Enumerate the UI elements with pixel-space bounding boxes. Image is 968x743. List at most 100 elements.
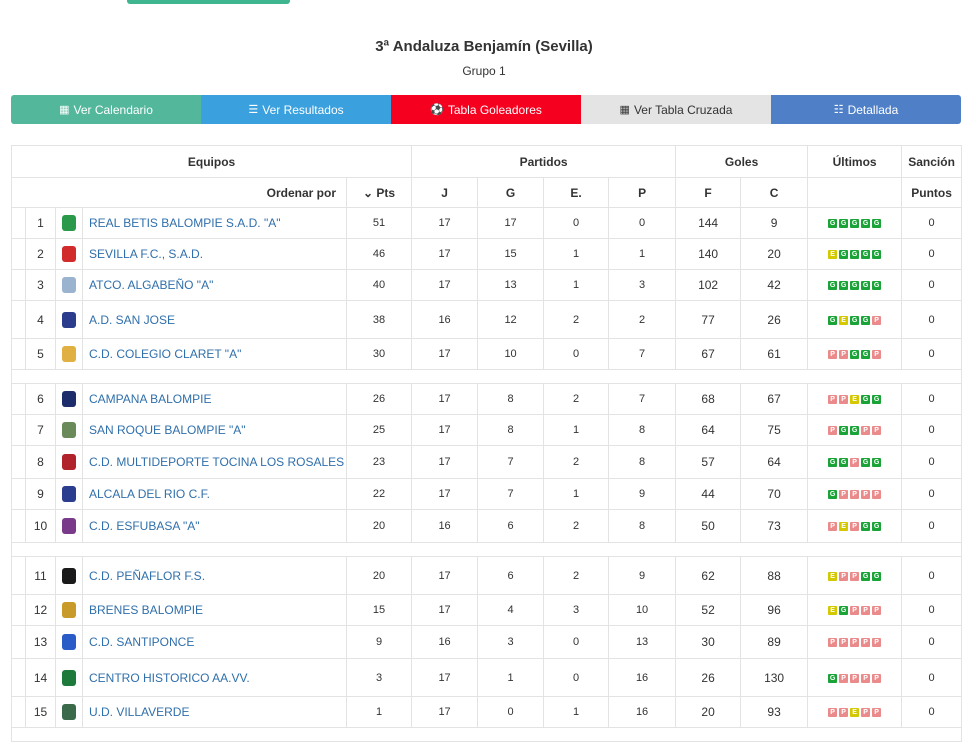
- team-link[interactable]: SAN ROQUE BALOMPIE "A": [89, 423, 246, 437]
- form-badge: G: [872, 219, 882, 229]
- form-badge: G: [850, 250, 860, 260]
- tabla-goleadores-button[interactable]: ⚽ Tabla Goleadores: [391, 95, 581, 124]
- team-link[interactable]: BRENES BALOMPIE: [89, 603, 204, 617]
- position-cell: 13: [25, 625, 56, 659]
- drawn-cell: 0: [543, 338, 610, 370]
- form-badge: E: [850, 395, 860, 405]
- form-badge: P: [839, 708, 849, 718]
- table-row: 14 CENTRO HISTORICO AA.VV. 3 17 1 0 16 26 130 G P P…: [11, 658, 963, 697]
- team-link[interactable]: C.D. COLEGIO CLARET "A": [89, 347, 242, 361]
- sancion-cell: 0: [901, 478, 963, 510]
- table-row: 9 ALCALA DEL RIO C.F. 22 17 7 1 9 44 70 G P P P P 0: [11, 478, 963, 510]
- pts-label: Pts: [376, 185, 396, 200]
- detallada-button[interactable]: ☷ Detallada: [771, 95, 961, 124]
- header-p: P: [608, 177, 677, 208]
- crest-cell: [55, 238, 83, 270]
- goals-against-cell: 67: [740, 383, 809, 415]
- points-cell: 46: [345, 238, 413, 270]
- drawn-cell: 1: [543, 269, 610, 301]
- sancion-cell: 0: [901, 414, 963, 446]
- team-link[interactable]: C.D. SANTIPONCE: [89, 635, 195, 649]
- header-partidos: Partidos: [411, 145, 677, 178]
- form-badge: P: [839, 571, 849, 581]
- goals-against-cell: 9: [740, 207, 809, 239]
- ver-resultados-label: Ver Resultados: [262, 102, 344, 117]
- played-cell: 17: [411, 269, 479, 301]
- won-cell: 4: [477, 594, 545, 626]
- form-badge: P: [872, 673, 882, 683]
- team-cell: CAMPANA BALOMPIE: [82, 383, 347, 415]
- drawn-cell: 2: [543, 445, 610, 479]
- form-badge: G: [872, 571, 882, 581]
- header-c: C: [740, 177, 809, 208]
- team-link[interactable]: ATCO. ALGABEÑO "A": [89, 278, 214, 292]
- goals-against-cell: 70: [740, 478, 809, 510]
- sort-pts-header[interactable]: ⌄ Pts: [345, 177, 413, 208]
- team-link[interactable]: CAMPANA BALOMPIE: [89, 392, 212, 406]
- sancion-cell: 0: [901, 445, 963, 479]
- team-link[interactable]: ALCALA DEL RIO C.F.: [89, 487, 210, 501]
- team-link[interactable]: C.D. PEÑAFLOR F.S.: [89, 568, 206, 583]
- won-cell: 6: [477, 556, 545, 595]
- table-row: 15 U.D. VILLAVERDE 1 17 0 1 16 20 93 P P E P P 0: [11, 696, 963, 728]
- team-crest-icon: [62, 277, 76, 293]
- goals-against-cell: 20: [740, 238, 809, 270]
- table-row: 12 BRENES BALOMPIE 15 17 4 3 10 52 96 E G P P P 0: [11, 594, 963, 626]
- table-row: 13 C.D. SANTIPONCE 9 16 3 0 13 30 89 P P P P P 0: [11, 625, 963, 659]
- team-crest-icon: [62, 346, 76, 362]
- sancion-cell: 0: [901, 269, 963, 301]
- team-cell: ATCO. ALGABEÑO "A": [82, 269, 347, 301]
- form-badge: P: [828, 426, 838, 436]
- team-link[interactable]: A.D. SAN JOSE: [89, 312, 176, 327]
- crest-cell: [55, 300, 83, 339]
- form-badge: P: [872, 315, 882, 325]
- team-crest-icon: [62, 215, 76, 231]
- sancion-cell: 0: [901, 300, 963, 339]
- form-badge: G: [828, 315, 838, 325]
- table-row: 1 REAL BETIS BALOMPIE S.A.D. "A" 51 17 17 0 0 1…: [11, 207, 963, 239]
- ver-tabla-cruzada-button[interactable]: ▦ Ver Tabla Cruzada: [581, 95, 771, 124]
- detallada-label: Detallada: [847, 102, 899, 117]
- table-row: 5 C.D. COLEGIO CLARET "A" 30 17 10 0 7 67 61 P P G G…: [11, 338, 963, 370]
- points-cell: 51: [345, 207, 413, 239]
- sancion-cell: 0: [901, 696, 963, 728]
- form-badge: E: [839, 522, 849, 532]
- sancion-cell: 0: [901, 338, 963, 370]
- form-badge: P: [872, 708, 882, 718]
- position-cell: 11: [25, 556, 56, 595]
- sancion-cell: 0: [901, 207, 963, 239]
- sancion-cell: 0: [901, 238, 963, 270]
- form-badge: E: [828, 606, 838, 616]
- team-link[interactable]: C.D. MULTIDEPORTE TOCINA LOS ROSALES: [89, 455, 345, 469]
- row-marker-cell: [11, 383, 26, 415]
- goals-for-cell: 144: [675, 207, 742, 239]
- form-badge: G: [861, 571, 871, 581]
- sancion-cell: 0: [901, 594, 963, 626]
- goals-for-cell: 50: [675, 509, 742, 543]
- team-link[interactable]: C.D. ESFUBASA "A": [89, 519, 200, 533]
- team-link[interactable]: U.D. VILLAVERDE: [89, 705, 190, 719]
- row-marker-cell: [11, 478, 26, 510]
- form-badge: P: [828, 395, 838, 405]
- row-marker-cell: [11, 509, 26, 543]
- team-link[interactable]: CENTRO HISTORICO AA.VV.: [89, 670, 250, 685]
- form-badge: P: [839, 673, 849, 683]
- drawn-cell: 1: [543, 478, 610, 510]
- team-link[interactable]: SEVILLA F.C., S.A.D.: [89, 247, 204, 261]
- lost-cell: 8: [608, 445, 677, 479]
- lost-cell: 8: [608, 414, 677, 446]
- form-badge: P: [872, 426, 882, 436]
- position-cell: 4: [25, 300, 56, 339]
- ver-calendario-button[interactable]: ▦ Ver Calendario: [11, 95, 201, 124]
- form-badge: G: [828, 673, 838, 683]
- form-badge: G: [850, 281, 860, 291]
- ver-resultados-button[interactable]: ☰ Ver Resultados: [201, 95, 391, 124]
- form-badge: G: [828, 281, 838, 291]
- position-cell: 6: [25, 383, 56, 415]
- team-link[interactable]: REAL BETIS BALOMPIE S.A.D. "A": [89, 216, 281, 230]
- points-cell: 3: [345, 658, 413, 697]
